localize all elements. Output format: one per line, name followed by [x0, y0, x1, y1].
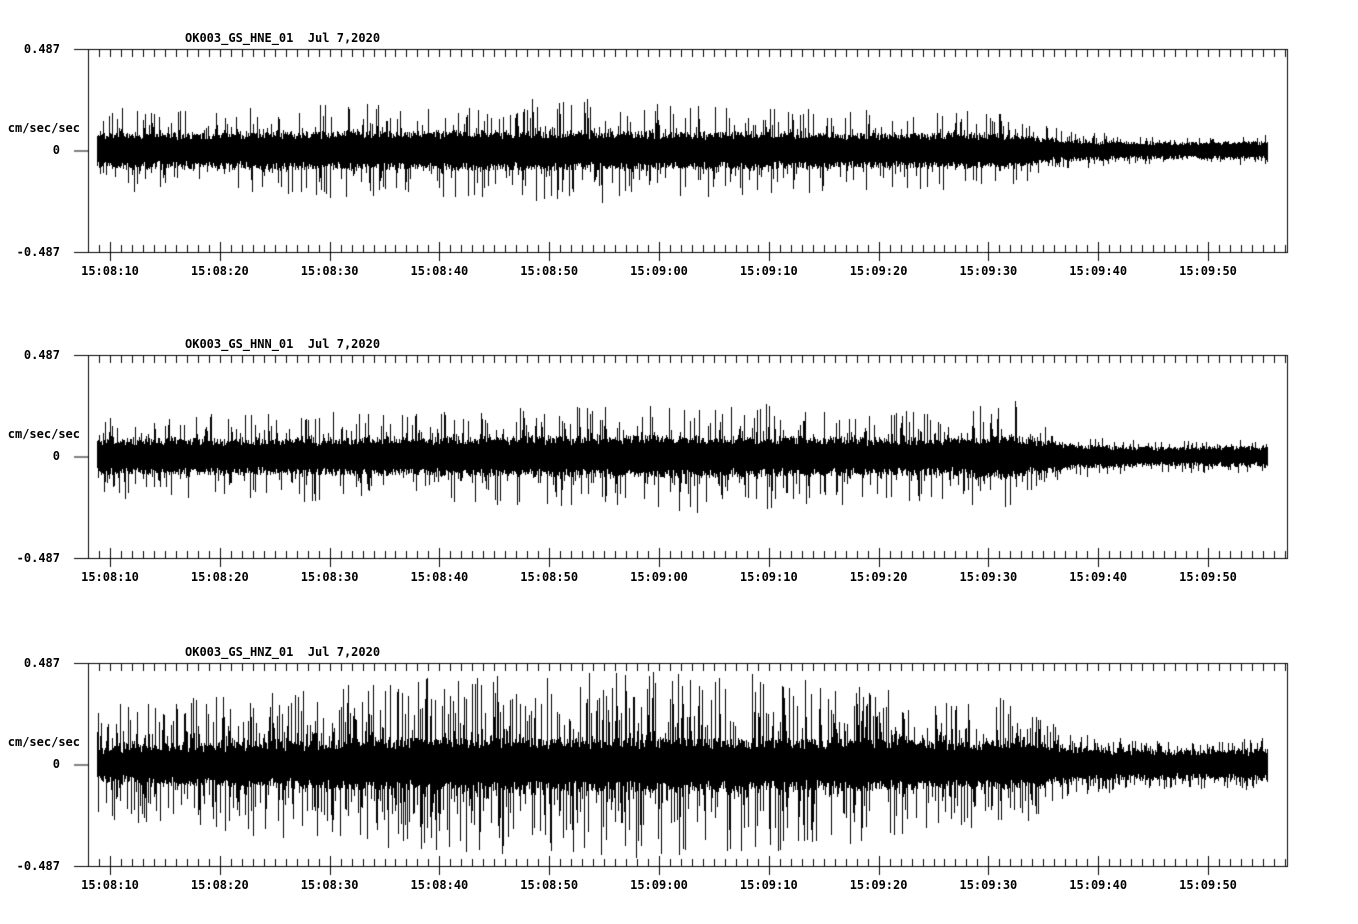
x-tick-label: 15:09:00: [630, 264, 688, 278]
x-tick-label: 15:09:10: [739, 878, 798, 892]
x-tick-label: 15:08:50: [520, 264, 579, 278]
y-axis-zero-label: 0: [52, 449, 60, 463]
x-tick-label: 15:09:30: [959, 878, 1018, 892]
x-tick-label: 15:09:00: [630, 878, 688, 892]
x-tick-label: 15:09:30: [959, 264, 1018, 278]
x-tick-label: 15:08:40: [410, 570, 469, 584]
x-tick-label: 15:08:30: [300, 264, 359, 278]
y-axis-zero-label: 0: [52, 143, 60, 157]
y-axis-units-label: cm/sec/sec: [7, 121, 80, 135]
x-tick-label: 15:08:30: [300, 878, 359, 892]
y-axis-min-label: -0.487: [16, 245, 60, 259]
y-axis-max-label: 0.487: [23, 656, 60, 670]
x-tick-label: 15:08:10: [81, 570, 139, 584]
x-tick-label: 15:08:20: [190, 264, 249, 278]
waveform-canvas-hnz: [0, 614, 1358, 920]
y-axis-min-label: -0.487: [16, 551, 60, 565]
panel-title: OK003_GS_HNN_01 Jul 7,2020: [185, 337, 381, 351]
x-tick-label: 15:09:00: [630, 570, 688, 584]
x-tick-label: 15:08:40: [410, 264, 469, 278]
x-tick-label: 15:09:40: [1069, 878, 1128, 892]
x-tick-label: 15:09:30: [959, 570, 1018, 584]
y-axis-max-label: 0.487: [23, 42, 60, 56]
y-axis-units-label: cm/sec/sec: [7, 735, 80, 749]
x-tick-label: 15:08:20: [190, 570, 249, 584]
y-axis-units-label: cm/sec/sec: [7, 427, 80, 441]
seismogram-panel-hnn: OK003_GS_HNN_01 Jul 7,2020 0.487 cm/sec/…: [0, 306, 1358, 612]
x-tick-label: 15:08:50: [520, 570, 579, 584]
waveform-canvas-hne: [0, 0, 1358, 306]
x-tick-label: 15:08:10: [81, 264, 139, 278]
x-tick-label: 15:09:10: [739, 570, 798, 584]
seismogram-panel-hne: OK003_GS_HNE_01 Jul 7,2020 0.487 cm/sec/…: [0, 0, 1358, 306]
x-tick-label: 15:08:20: [190, 878, 249, 892]
panel-title: OK003_GS_HNE_01 Jul 7,2020: [185, 31, 381, 45]
waveform-canvas-hnn: [0, 306, 1358, 612]
x-tick-label: 15:09:20: [849, 878, 908, 892]
x-tick-label: 15:08:40: [410, 878, 469, 892]
seismogram-panel-hnz: OK003_GS_HNZ_01 Jul 7,2020 0.487 cm/sec/…: [0, 614, 1358, 920]
x-tick-label: 15:09:50: [1179, 570, 1237, 584]
x-tick-label: 15:09:20: [849, 570, 908, 584]
x-tick-label: 15:08:50: [520, 878, 579, 892]
x-tick-label: 15:09:20: [849, 264, 908, 278]
time-axis-labels: 15:08:10 15:08:20 15:08:30 15:08:40 15:08:50…: [0, 879, 1358, 893]
panel-title: OK003_GS_HNZ_01 Jul 7,2020: [185, 645, 381, 659]
x-tick-label: 15:09:40: [1069, 264, 1128, 278]
x-tick-label: 15:09:40: [1069, 570, 1128, 584]
x-tick-label: 15:08:10: [81, 878, 139, 892]
y-axis-min-label: -0.487: [16, 859, 60, 873]
time-axis-labels: 15:08:10 15:08:20 15:08:30 15:08:40 15:08:50…: [0, 571, 1358, 585]
y-axis-max-label: 0.487: [23, 348, 60, 362]
x-tick-label: 15:08:30: [300, 570, 359, 584]
time-axis-labels: 15:08:10 15:08:20 15:08:30 15:08:40 15:08:50…: [0, 265, 1358, 279]
x-tick-label: 15:09:50: [1179, 878, 1237, 892]
y-axis-zero-label: 0: [52, 757, 60, 771]
x-tick-label: 15:09:10: [739, 264, 798, 278]
x-tick-label: 15:09:50: [1179, 264, 1237, 278]
